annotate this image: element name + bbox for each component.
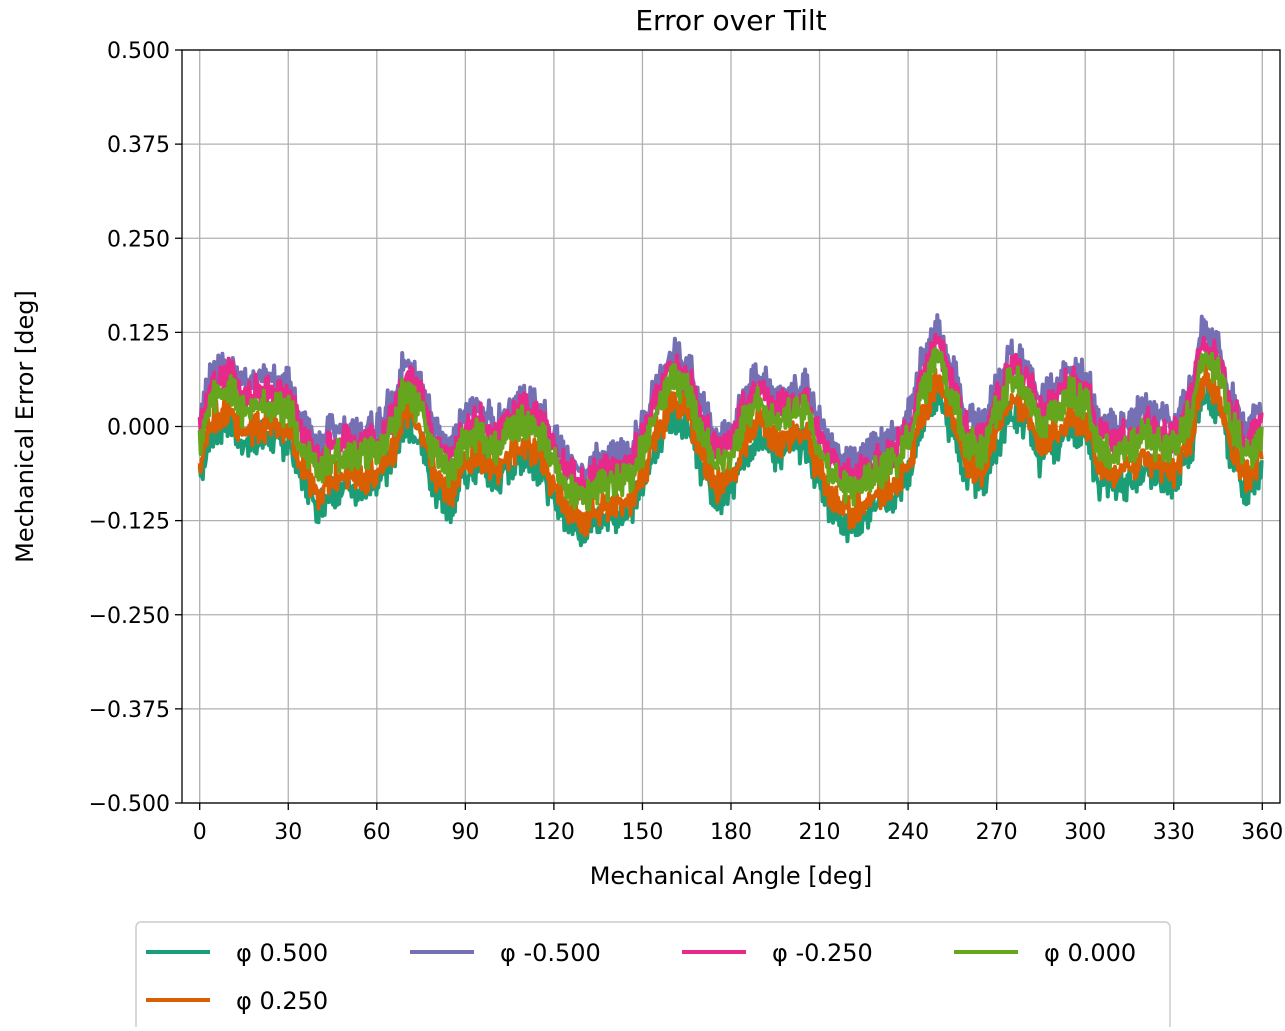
x-tick-label: 120: [533, 820, 575, 845]
y-axis-label: Mechanical Error [deg]: [11, 290, 39, 563]
x-tick-label: 0: [193, 820, 207, 845]
series-group: [197, 313, 1264, 548]
x-tick-label: 30: [274, 820, 302, 845]
y-tick-label: −0.375: [89, 698, 170, 723]
x-tick-label: 210: [799, 820, 841, 845]
series-line: [197, 363, 1264, 538]
legend-label: φ 0.000: [1044, 939, 1136, 967]
x-tick-label: 330: [1153, 820, 1195, 845]
y-tick-label: 0.125: [107, 321, 170, 346]
y-tick-label: 0.500: [107, 39, 170, 64]
legend-item: φ -0.500: [410, 939, 601, 967]
legend-box: [135, 921, 1171, 1031]
y-tick-label: 0.250: [107, 227, 170, 252]
y-tick-label: −0.250: [89, 604, 170, 629]
y-tick-label: −0.500: [89, 792, 170, 817]
x-tick-label: 270: [976, 820, 1018, 845]
series-line: [197, 346, 1264, 512]
legend: φ 0.500 φ -0.500 φ -0.250 φ 0.000 φ 0.250: [135, 921, 1171, 1031]
legend-label: φ -0.500: [500, 939, 601, 967]
x-tick-label: 90: [451, 820, 479, 845]
legend-label: φ 0.250: [236, 987, 328, 1015]
y-tick-label: −0.125: [89, 510, 170, 535]
legend-item: φ 0.500: [146, 939, 328, 967]
x-tick-label: 360: [1241, 820, 1283, 845]
x-axis-label: Mechanical Angle [deg]: [590, 862, 873, 890]
legend-item: φ -0.250: [682, 939, 873, 967]
x-tick-label: 60: [363, 820, 391, 845]
y-tick-label: 0.375: [107, 133, 170, 158]
x-tick-label: 180: [710, 820, 752, 845]
legend-item: φ 0.250: [146, 987, 328, 1015]
axis-ticks: 0 30 60 90 120 150 180 210 240 270 300 330 360 0.500 0…: [89, 39, 1284, 845]
x-tick-label: 300: [1064, 820, 1106, 845]
x-tick-label: 240: [887, 820, 929, 845]
x-tick-label: 150: [621, 820, 663, 845]
y-tick-label: 0.000: [107, 416, 170, 441]
legend-label: φ -0.250: [772, 939, 873, 967]
chart-title: Error over Tilt: [635, 4, 826, 37]
legend-item: φ 0.000: [954, 939, 1136, 967]
legend-label: φ 0.500: [236, 939, 328, 967]
